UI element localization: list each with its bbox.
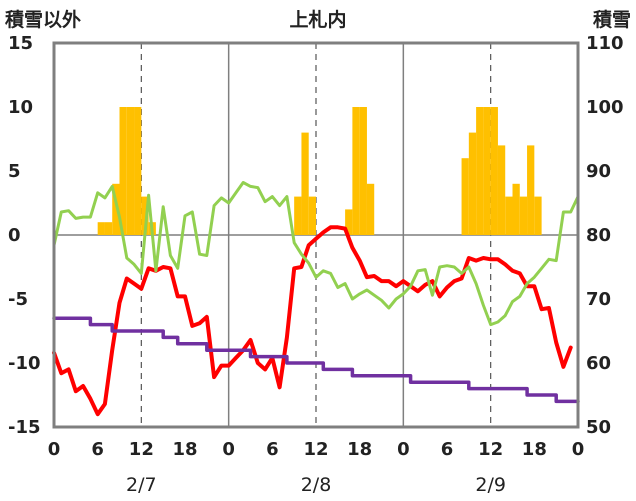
snow-bar [483,107,491,235]
x-tick-label: 0 [572,439,585,460]
day-labels: 2/7 2/8 2/9 [126,474,506,496]
x-tick-label: 6 [441,439,454,460]
x-tick-label: 0 [222,439,235,460]
x-tick-label: 12 [129,439,154,460]
snow-bar [294,196,302,235]
right-tick-label: 50 [586,417,611,438]
chart-title: 上札内 [289,8,346,31]
line-series [52,181,580,417]
snow-bar [505,196,513,235]
left-tick-label: 15 [8,33,33,54]
series-line-3 [52,316,580,404]
right-axis-ticks: 110 100 90 80 70 60 50 [586,33,624,438]
snow-bar [97,222,105,235]
snow-bar [461,158,469,235]
snow-bar [352,107,360,235]
right-tick-label: 60 [586,353,611,374]
series-line-1 [52,225,573,417]
day-label: 2/8 [301,474,332,496]
x-tick-label: 12 [303,439,328,460]
right-axis-title: 積雪 [593,8,631,31]
snow-bar [126,107,135,235]
x-tick-label: 18 [522,439,547,460]
snow-bar [490,107,498,235]
right-tick-label: 110 [586,33,624,54]
snow-bar [527,145,535,235]
snow-bars [97,107,542,235]
left-axis-title: 積雪以外 [5,8,81,31]
right-tick-label: 100 [586,97,624,118]
left-tick-label: -15 [8,417,41,438]
snow-bar [112,183,120,235]
snow-bar [119,107,127,235]
x-tick-label: 12 [478,439,503,460]
left-tick-label: 10 [8,97,33,118]
left-tick-label: 5 [8,161,21,182]
plot-frame [52,41,580,429]
day-label: 2/7 [126,474,157,496]
left-tick-label: 0 [8,225,21,246]
x-tick-label: 0 [397,439,410,460]
series-line-2 [52,181,580,327]
snow-bar [468,132,477,235]
snow-bar [308,196,316,235]
snow-bar [359,107,367,235]
snow-bar [134,107,142,235]
x-tick-label: 18 [172,439,197,460]
right-tick-label: 90 [586,161,611,182]
snow-bar [519,196,528,235]
left-tick-label: -5 [8,289,28,310]
snow-bar [104,222,113,235]
snow-bar [345,209,353,235]
x-tick-label: 0 [48,439,61,460]
left-axis-ticks: 15 10 5 0 -5 -10 -15 [8,33,41,438]
right-tick-label: 80 [586,225,611,246]
x-tick-label: 6 [91,439,104,460]
snow-bar [366,183,375,235]
snow-bar [512,183,520,235]
snow-bar [301,132,309,235]
x-axis-ticks: 0 6 12 18 0 6 12 18 0 6 12 18 0 [48,439,585,460]
left-tick-label: -10 [8,353,41,374]
snow-bar [534,196,542,235]
x-tick-label: 18 [347,439,372,460]
day-label: 2/9 [475,474,506,496]
x-tick-label: 6 [266,439,279,460]
snow-bar [497,145,506,235]
snow-bar [476,107,484,235]
right-tick-label: 70 [586,289,611,310]
snow-bar [141,196,149,235]
